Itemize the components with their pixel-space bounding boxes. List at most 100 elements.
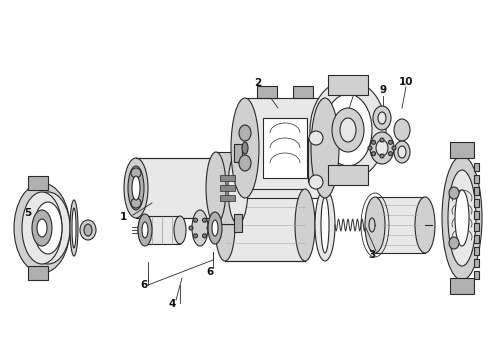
Text: 10: 10 [399,77,413,87]
Ellipse shape [138,216,150,244]
Ellipse shape [34,202,62,254]
Ellipse shape [332,108,364,152]
Bar [328,165,368,185]
Ellipse shape [370,132,394,164]
Ellipse shape [310,80,386,180]
Ellipse shape [389,140,392,144]
Bar [144,216,180,244]
Ellipse shape [449,187,459,199]
Ellipse shape [368,146,372,150]
Ellipse shape [449,237,459,249]
Ellipse shape [14,183,70,273]
Ellipse shape [392,146,396,150]
Ellipse shape [321,197,329,253]
Ellipse shape [206,152,226,224]
Ellipse shape [128,166,144,210]
Ellipse shape [194,218,197,222]
Bar [293,86,313,98]
Ellipse shape [398,146,406,158]
Bar [474,223,479,231]
Bar [474,247,479,255]
Text: 6: 6 [206,267,214,277]
Ellipse shape [208,212,222,244]
Ellipse shape [365,197,385,253]
Text: 7: 7 [349,77,357,87]
Ellipse shape [394,119,410,141]
Ellipse shape [295,189,315,261]
Ellipse shape [215,189,235,261]
Ellipse shape [371,152,375,156]
Ellipse shape [131,198,141,208]
Text: 9: 9 [379,85,387,95]
Ellipse shape [324,94,372,166]
Ellipse shape [132,176,140,200]
Ellipse shape [309,131,323,145]
Ellipse shape [174,216,186,244]
Ellipse shape [131,168,141,178]
Ellipse shape [202,234,206,238]
Ellipse shape [212,220,218,236]
Ellipse shape [32,210,52,246]
Ellipse shape [26,192,70,264]
Ellipse shape [309,175,323,189]
Bar [450,142,474,158]
Bar [263,118,307,178]
Ellipse shape [371,140,375,144]
Text: 2: 2 [254,78,262,88]
Ellipse shape [202,218,206,222]
Text: 5: 5 [24,208,32,218]
Ellipse shape [242,142,248,154]
Ellipse shape [207,226,211,230]
Ellipse shape [189,226,193,230]
Ellipse shape [389,152,392,156]
Bar [474,175,479,183]
Ellipse shape [315,189,335,261]
Bar [474,235,479,243]
Bar [450,278,474,294]
Ellipse shape [380,138,384,142]
Text: 1: 1 [120,212,126,222]
Ellipse shape [84,224,92,236]
Ellipse shape [415,197,435,253]
Bar [328,75,368,95]
Bar [474,187,479,195]
Ellipse shape [380,154,384,158]
Ellipse shape [70,200,78,256]
Ellipse shape [373,106,391,130]
Bar [220,175,235,181]
Ellipse shape [22,192,62,264]
Ellipse shape [124,158,148,218]
Ellipse shape [208,158,232,218]
Text: 4: 4 [168,299,176,309]
Bar [474,199,479,207]
Ellipse shape [455,190,469,246]
Ellipse shape [378,112,386,124]
Ellipse shape [138,214,152,246]
Ellipse shape [311,98,339,198]
Bar [257,86,277,98]
Ellipse shape [239,125,251,141]
Bar [220,185,235,191]
Text: 6: 6 [140,280,147,290]
Bar [474,211,479,219]
Ellipse shape [142,222,148,238]
Bar [474,271,479,279]
Ellipse shape [37,219,47,237]
Text: 8: 8 [315,173,321,183]
Ellipse shape [194,234,197,238]
Text: 3: 3 [368,250,376,260]
Bar [28,176,48,190]
Ellipse shape [340,118,356,142]
Bar [234,144,242,162]
Ellipse shape [80,220,96,240]
Ellipse shape [394,141,410,163]
Bar [216,152,238,224]
Bar [220,195,235,201]
Bar [136,158,220,218]
Bar [474,163,479,171]
Ellipse shape [376,140,388,156]
Bar [28,266,48,280]
Ellipse shape [442,156,482,280]
Ellipse shape [192,210,208,246]
Ellipse shape [239,155,251,171]
